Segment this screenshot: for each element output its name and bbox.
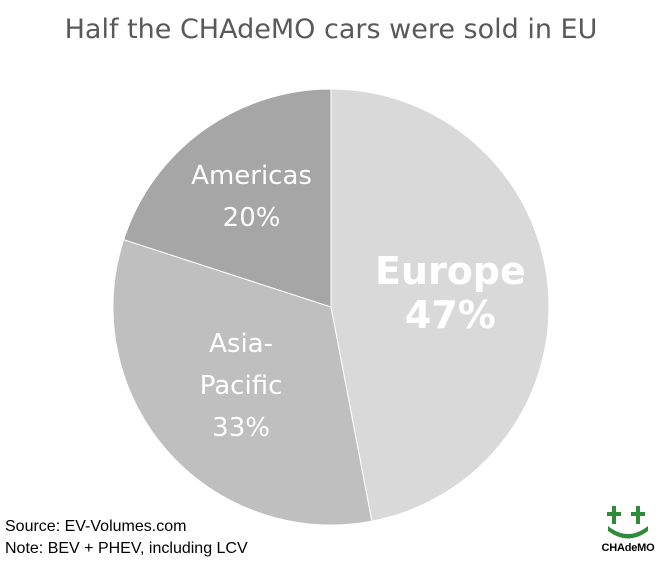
slice-label-europe-0: Europe — [375, 249, 526, 293]
logo-text: CHAdeMO — [601, 542, 655, 554]
pie-slice-asia-pacific — [112, 239, 373, 526]
slice-label-asia-pacific-1: Pacific — [200, 371, 283, 401]
slice-label-asia-pacific-0: Asia- — [209, 329, 273, 359]
pie-slice-europe — [330, 88, 550, 522]
source-note: Source: EV-Volumes.com — [5, 518, 187, 535]
slice-label-europe-1: 47% — [405, 293, 496, 337]
slice-label-asia-pacific-2: 33% — [212, 413, 270, 443]
chart-title: Half the CHAdeMO cars were sold in EU — [64, 14, 598, 45]
chademo-logo: CHAdeMO — [600, 498, 656, 562]
chademo-logo-icon — [607, 506, 648, 539]
slice-label-americas-1: 20% — [223, 203, 281, 233]
pie-slice-americas — [123, 88, 332, 308]
slice-label-americas-0: Americas — [191, 161, 312, 191]
note-text: Note: BEV + PHEV, including LCV — [5, 540, 248, 557]
